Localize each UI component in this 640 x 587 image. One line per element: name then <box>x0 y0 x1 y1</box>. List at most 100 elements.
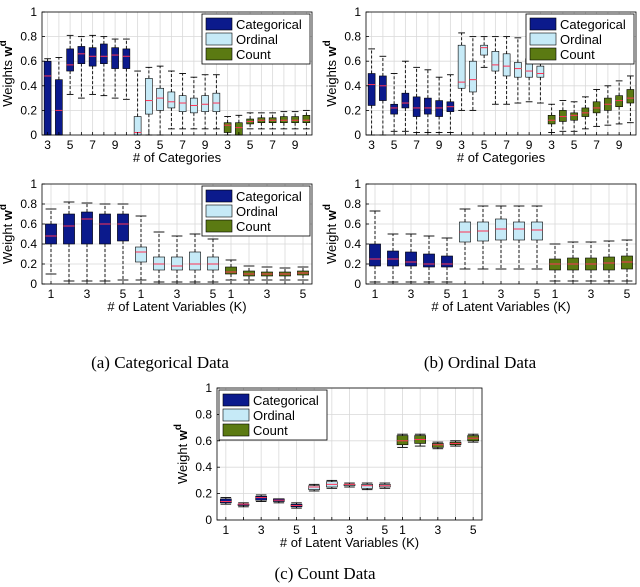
chart-svg: 00.20.40.60.811 3 5 1 3 5 1 3 5# of Latent Varia… <box>173 381 483 550</box>
box-categorical <box>379 75 387 101</box>
box-count <box>302 115 311 123</box>
caption-count: (c) Count Data <box>274 564 376 583</box>
x-tick-label: 3 <box>346 523 353 537</box>
y-axis-label-var: w <box>0 209 15 221</box>
box-categorical <box>412 96 421 117</box>
box-categorical <box>100 43 108 64</box>
x-tick-label: 5 <box>444 287 451 301</box>
x-tick-label: 3 <box>588 287 595 301</box>
x-tick-label: 9 <box>616 138 623 152</box>
x-tick-label: 5 <box>381 523 388 537</box>
legend-label-ordinal: Ordinal <box>253 408 295 423</box>
box-categorical <box>405 251 417 267</box>
box-categorical <box>122 48 131 69</box>
y-tick-label: 0 <box>205 513 212 527</box>
x-tick-label: 7 <box>503 138 510 152</box>
legend-swatch-ordinal <box>529 32 557 46</box>
box-categorical <box>45 223 57 245</box>
legend-swatch-categorical <box>222 393 250 407</box>
x-tick-label: 3 <box>84 287 91 301</box>
x-tick-label: 5 <box>624 287 631 301</box>
legend-label-ordinal: Ordinal <box>236 204 278 219</box>
x-tick-label: 1 <box>138 287 145 301</box>
y-axis-label-var: w <box>324 45 339 57</box>
y-tick-label: 0.2 <box>20 257 37 271</box>
legend-label-ordinal: Ordinal <box>236 32 278 47</box>
x-tick-label: 3 <box>224 138 231 152</box>
legend-swatch-ordinal <box>205 32 233 46</box>
box-ordinal <box>531 221 543 241</box>
legend-swatch-count <box>529 47 557 61</box>
x-tick-label: 5 <box>534 287 541 301</box>
x-tick-label: 9 <box>526 138 533 152</box>
x-axis-label: # of Categories <box>457 150 546 165</box>
y-tick-label: 1 <box>354 177 361 191</box>
x-tick-label: 1 <box>462 287 469 301</box>
legend-swatch-ordinal <box>205 204 233 218</box>
box-count <box>223 122 232 133</box>
legend-swatch-categorical <box>205 17 233 31</box>
y-axis-label: Weight wd <box>322 204 339 264</box>
box-categorical <box>435 100 443 117</box>
box-ordinal <box>480 44 488 56</box>
box-count <box>396 435 409 446</box>
box-ordinal <box>135 246 147 263</box>
y-axis-label: Weight wd <box>173 424 190 484</box>
box-count <box>615 95 623 108</box>
x-tick-label: 3 <box>434 523 441 537</box>
y-tick-label: 1 <box>30 5 37 19</box>
box-count <box>432 443 444 448</box>
x-tick-label: 7 <box>593 138 600 152</box>
y-axis-label-sup: d <box>0 204 9 210</box>
y-tick-label: 0 <box>30 128 37 142</box>
y-tick-label: 0.4 <box>195 460 212 474</box>
plot-frame <box>365 11 637 136</box>
x-tick-label: 3 <box>368 138 375 152</box>
box-count <box>547 115 556 125</box>
chart-count-by-latent: 0 0.2 0.4 0.6 0.8 1 1 3 5 1 3 5 1 3 5 # of Latent Varia… <box>160 381 490 558</box>
y-axis-label-sup: d <box>322 40 333 46</box>
legend-label-categorical: Categorical <box>236 189 302 204</box>
box-ordinal <box>178 95 187 112</box>
legend-label-categorical: Categorical <box>253 393 319 408</box>
y-axis-label: Weight wd <box>0 204 15 264</box>
legend-swatch-count <box>222 423 250 437</box>
box-categorical <box>390 103 398 115</box>
y-axis-label-sup: d <box>173 424 184 430</box>
box-categorical <box>117 213 129 242</box>
x-tick-label: 5 <box>470 523 477 537</box>
x-tick-label: 3 <box>458 138 465 152</box>
y-tick-label: 0 <box>354 277 361 291</box>
x-tick-label: 3 <box>408 287 415 301</box>
box-categorical <box>255 495 267 501</box>
x-tick-label: 3 <box>44 138 51 152</box>
box-ordinal <box>145 78 153 115</box>
y-axis-label-text: Weights <box>324 56 339 106</box>
box-count <box>626 89 635 104</box>
x-tick-label: 1 <box>372 287 379 301</box>
y-tick-label: 0.6 <box>20 217 37 231</box>
x-axis-label: # of Latent Variables (K) <box>431 299 570 314</box>
y-axis-label-sup: d <box>0 40 9 46</box>
box-categorical <box>369 243 381 267</box>
y-tick-label: 0.6 <box>344 217 361 231</box>
box-ordinal <box>536 65 545 78</box>
chart-svg: 00.20.40.60.811 3 5 1 3 5 1 3 5# of Latent Varia… <box>322 177 637 314</box>
box-ordinal <box>189 251 201 271</box>
x-tick-label: 1 <box>311 523 318 537</box>
x-tick-label: 7 <box>413 138 420 152</box>
y-axis-label-text: Weights <box>0 56 15 106</box>
chart-svg: 00.20.40.60.813 5 7 9 3 5 7 9 3 5 7 9# of Categorie… <box>0 5 313 165</box>
y-tick-label: 0.8 <box>195 407 212 421</box>
x-tick-label: 7 <box>269 138 276 152</box>
x-tick-label: 5 <box>391 138 398 152</box>
x-tick-label: 9 <box>202 138 209 152</box>
box-count <box>581 107 590 117</box>
x-tick-label: 5 <box>157 138 164 152</box>
y-axis-label: Weights wd <box>0 40 15 107</box>
box-ordinal <box>308 485 320 490</box>
box-categorical <box>63 213 75 245</box>
legend-label-categorical: Categorical <box>560 17 626 32</box>
box-categorical <box>111 47 119 69</box>
